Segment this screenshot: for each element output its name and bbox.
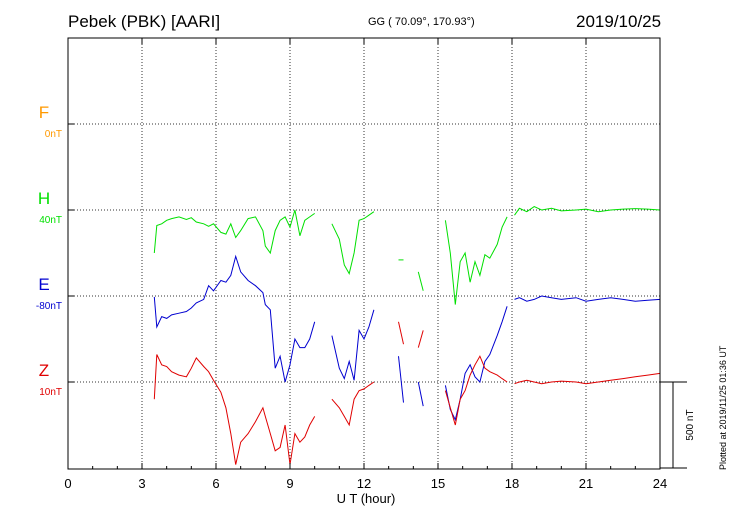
trace-z-segment <box>417 330 424 348</box>
station-title: Pebek (PBK) [AARI] <box>68 12 221 31</box>
x-tick-label: 12 <box>357 476 371 491</box>
trace-h-segment <box>153 209 315 255</box>
trace-z-segment <box>514 372 661 385</box>
x-tick-label: 3 <box>138 476 145 491</box>
trace-e-segment <box>417 381 424 407</box>
trace-z-segment <box>331 381 375 427</box>
trace-z-segment <box>153 354 316 465</box>
series-offset-h: 40nT <box>39 215 62 226</box>
x-tick-label: 9 <box>286 476 293 491</box>
series-name-h: H <box>38 189 50 208</box>
trace-e-segment <box>398 356 404 403</box>
scale-bar: 500 nT <box>660 381 696 469</box>
x-tick-label: 24 <box>653 476 667 491</box>
date-label: 2019/10/25 <box>576 12 662 31</box>
series-name-e: E <box>38 275 49 294</box>
trace-e-segment <box>514 295 661 302</box>
trace-e-segment <box>444 306 508 422</box>
x-axis: 0 3 6 9 12 15 18 21 24 <box>64 38 667 491</box>
traces <box>153 206 661 465</box>
series-name-z: Z <box>39 361 49 380</box>
trace-e-segment <box>331 309 375 381</box>
trace-h-segment <box>444 216 508 305</box>
x-axis-label: U T (hour) <box>337 491 396 506</box>
x-tick-label: 0 <box>64 476 71 491</box>
trace-h-segment <box>514 206 661 216</box>
geographic-coordinates: GG ( 70.09°, 170.93°) <box>368 16 475 28</box>
x-tick-label: 15 <box>431 476 445 491</box>
series-name-f: F <box>39 103 49 122</box>
scale-bar-label: 500 nT <box>685 409 696 440</box>
trace-h-segment <box>417 271 424 291</box>
x-tick-label: 18 <box>505 476 519 491</box>
series-labels: F 0nT H 40nT E -80nT Z 10nT <box>36 103 62 398</box>
series-offset-e: -80nT <box>36 301 62 312</box>
trace-z-segment <box>398 321 404 345</box>
grid <box>68 38 660 469</box>
trace-h-segment <box>331 211 375 275</box>
series-offset-z: 10nT <box>39 387 62 398</box>
trace-e-segment <box>153 254 316 383</box>
series-offset-f: 0nT <box>45 129 62 140</box>
x-tick-label: 6 <box>212 476 219 491</box>
trace-z-segment <box>444 355 508 426</box>
x-tick-label: 21 <box>579 476 593 491</box>
